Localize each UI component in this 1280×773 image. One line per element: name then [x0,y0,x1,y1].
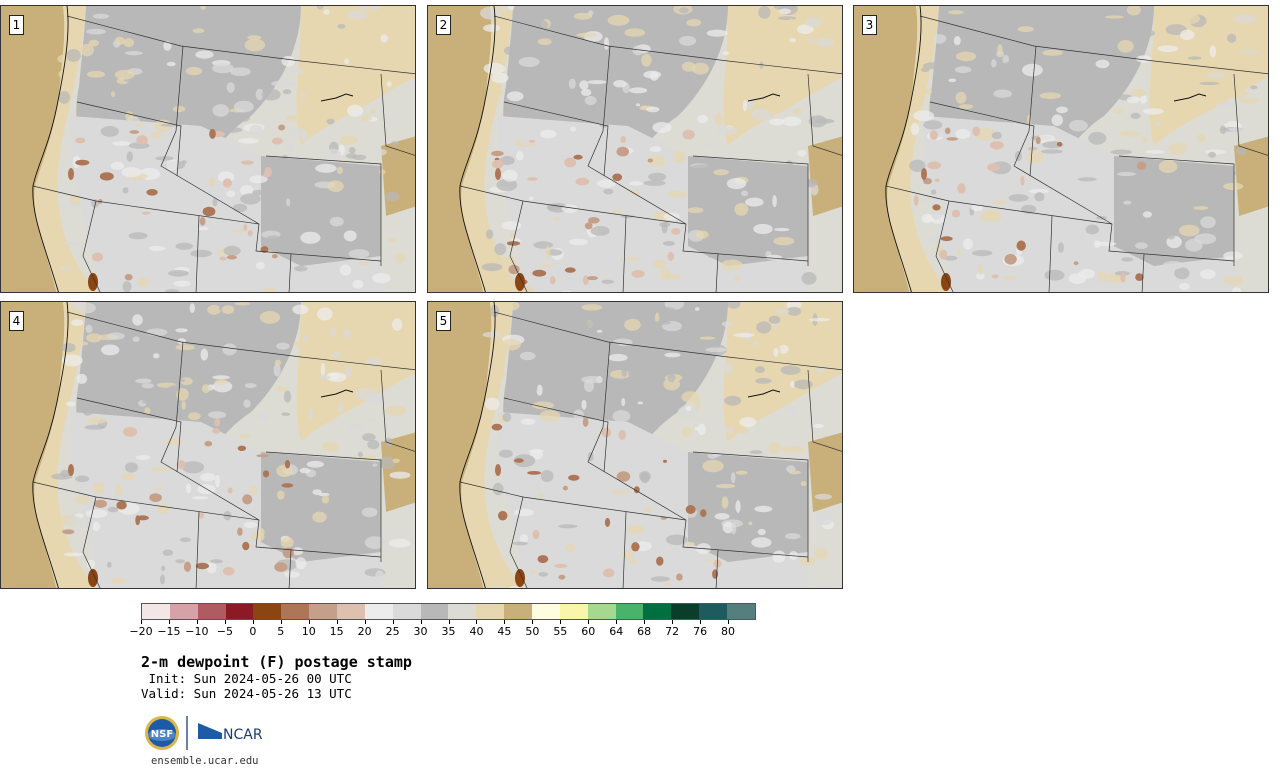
colorbar-tick-label: 25 [385,625,400,638]
colorbar-swatch [281,604,310,619]
colorbar-tick [364,620,366,624]
colorbar-swatch [699,604,728,619]
colorbar-tick-label: 55 [553,625,568,638]
colorbar-tick-label: 60 [581,625,596,638]
colorbar-swatch [448,604,477,619]
colorbar-tick [504,620,506,624]
colorbar-tick-label: −15 [157,625,181,638]
colorbar-tick [280,620,282,624]
dewpoint-map [854,6,1268,292]
colorbar-tick-label: 76 [693,625,708,638]
colorbar-tick-label: 30 [413,625,428,638]
colorbar-swatch [253,604,282,619]
colorbar [141,603,756,620]
colorbar-tick [224,620,226,624]
colorbar-tick-label: −5 [216,625,233,638]
colorbar-swatch [142,604,170,619]
colorbar-swatch [643,604,672,619]
colorbar-tick [308,620,310,624]
colorbar-tick-label: 35 [441,625,456,638]
init-time: Init: Sun 2024-05-26 00 UTC [141,671,352,686]
map-panel-4: 4 [0,301,416,589]
colorbar-tick [196,620,198,624]
colorbar-swatch [476,604,505,619]
colorbar-tick-label: 72 [665,625,680,638]
colorbar-tick-label: −20 [129,625,153,638]
valid-time: Valid: Sun 2024-05-26 13 UTC [141,686,352,701]
colorbar-swatch [587,604,616,619]
colorbar-swatch [727,604,755,619]
colorbar-swatch [197,604,226,619]
colorbar-tick [616,620,618,624]
colorbar-tick-label: 15 [329,625,344,638]
colorbar-tick [392,620,394,624]
colorbar-swatch [364,604,393,619]
panel-number: 5 [436,311,451,331]
colorbar-tick [532,620,534,624]
nsf-logo-text: NSF [151,729,173,740]
colorbar-swatch [309,604,338,619]
colorbar-tick [700,620,702,624]
colorbar-tick [168,620,170,624]
dewpoint-map [1,6,415,292]
colorbar-tick [644,620,646,624]
colorbar-swatch [392,604,421,619]
colorbar-tick-label: 10 [301,625,316,638]
colorbar-tick [728,620,730,624]
colorbar-swatch [532,604,560,619]
colorbar-tick [672,620,674,624]
panel-number: 3 [862,15,877,35]
map-panel-5: 5 [427,301,843,589]
map-panel-1: 1 [0,5,416,293]
colorbar-tick-label: 68 [637,625,652,638]
dewpoint-map [1,302,415,588]
colorbar-tick-label: −10 [185,625,209,638]
colorbar-swatch [225,604,254,619]
colorbar-swatch [169,604,198,619]
colorbar-tick [252,620,254,624]
colorbar-tick-label: 50 [525,625,540,638]
colorbar-swatch [337,604,365,619]
colorbar-tick-label: 0 [249,625,257,638]
ncar-logo: NCAR [198,723,263,743]
colorbar-tick-label: 64 [609,625,624,638]
chart-title: 2-m dewpoint (F) postage stamp [141,653,412,671]
colorbar-tick-label: 45 [497,625,512,638]
ncar-logo-text: NCAR [223,727,263,743]
colorbar-tick-label: 80 [721,625,736,638]
colorbar-tick-label: 40 [469,625,484,638]
colorbar-swatch [671,604,700,619]
site-url: ensemble.ucar.edu [151,755,259,767]
colorbar-ticks: −20 −15 −10 −5 0 5 10 15 20 25 30 35 40 45 50 55 60 64 68 7… [129,620,756,640]
colorbar-tick [588,620,590,624]
colorbar-swatch [559,604,588,619]
panel-number: 1 [9,15,24,35]
panel-number: 4 [9,311,24,331]
dewpoint-map [428,302,842,588]
map-panel-2: 2 [427,5,843,293]
colorbar-swatch [420,604,449,619]
dewpoint-map [428,6,842,292]
nsf-logo: NSF [145,716,179,750]
colorbar-tick [336,620,338,624]
colorbar-tick [476,620,478,624]
colorbar-tick-label: 20 [357,625,372,638]
colorbar-tick [448,620,450,624]
colorbar-swatch [615,604,644,619]
colorbar-tick [420,620,422,624]
map-panel-3: 3 [853,5,1269,293]
logos: NSF NCAR [145,716,263,750]
colorbar-tick-label: 5 [277,625,285,638]
colorbar-tick [560,620,562,624]
panel-number: 2 [436,15,451,35]
colorbar-swatch [504,604,533,619]
colorbar-tick [141,620,142,624]
